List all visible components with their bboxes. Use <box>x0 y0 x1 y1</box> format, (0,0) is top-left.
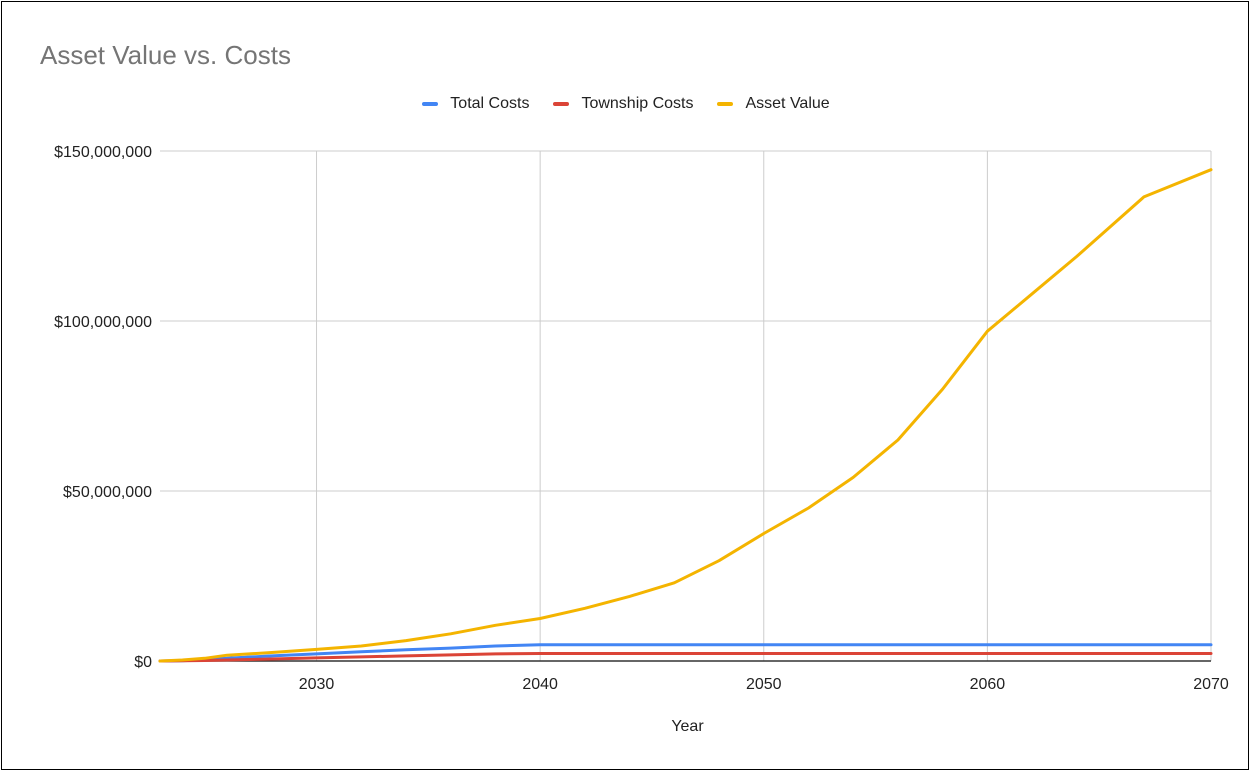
x-tick-label: 2060 <box>970 676 1006 693</box>
legend-item-asset-value[interactable]: Asset Value <box>717 95 830 113</box>
legend-item-total-costs[interactable]: Total Costs <box>422 95 529 113</box>
x-tick-label: 2030 <box>299 676 335 693</box>
y-tick-label: $150,000,000 <box>54 144 152 161</box>
x-axis-label: Year <box>671 718 704 735</box>
series-line-total-costs <box>158 643 1213 663</box>
y-tick-label: $100,000,000 <box>54 314 152 331</box>
y-tick-label: $0 <box>134 654 152 671</box>
series-line-asset-value <box>158 168 1213 663</box>
x-tick-label: 2050 <box>746 676 782 693</box>
chart-legend: Total Costs Township Costs Asset Value <box>0 95 1252 113</box>
x-tick-label: 2070 <box>1193 676 1229 693</box>
legend-swatch-township-costs <box>553 102 570 106</box>
legend-item-township-costs[interactable]: Township Costs <box>553 95 693 113</box>
x-tick-label: 2040 <box>522 676 558 693</box>
legend-swatch-asset-value <box>717 102 734 106</box>
legend-label-total-costs: Total Costs <box>450 95 530 112</box>
legend-label-township-costs: Township Costs <box>581 95 694 112</box>
y-tick-label: $50,000,000 <box>63 484 152 501</box>
legend-label-asset-value: Asset Value <box>745 95 830 112</box>
chart-title: Asset Value vs. Costs <box>40 40 291 70</box>
series-line-township-costs <box>158 652 1213 663</box>
legend-swatch-total-costs <box>422 102 439 106</box>
